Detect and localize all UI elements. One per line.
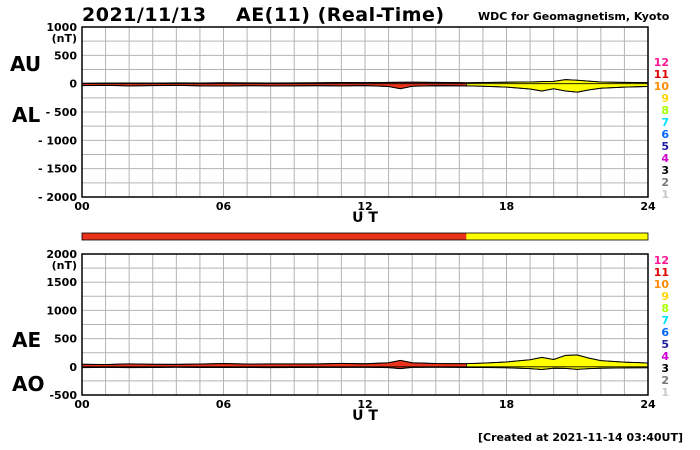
ae-ao-xtick-label: 18: [499, 398, 514, 411]
station-count-4: 4: [661, 152, 669, 165]
au-al-panel: 1000 500 0 - 500 - 1000 - 1500 - 2000 (nT) 00 06 1…: [38, 21, 656, 226]
ae-ao-xtick-label: 12: [357, 398, 372, 411]
station-count-3: 3: [661, 362, 669, 375]
station-count-4: 4: [661, 350, 669, 363]
au-al-yunit-label: (nT): [52, 32, 77, 45]
au-al-plot-frame: [81, 26, 649, 198]
station-count-6: 6: [661, 326, 669, 339]
au-al-xtick-label: 24: [640, 200, 656, 213]
ae-ao-ytick-label: -500: [49, 389, 77, 402]
station-count-12: 12: [654, 56, 669, 69]
data-status-bar: [81, 232, 649, 241]
ae-ao-yunit-label: (nT): [52, 259, 77, 272]
au-al-ytick-label: - 500: [46, 106, 78, 119]
au-al-ytick-label: 1000: [46, 21, 77, 34]
ao-label: AO: [12, 372, 45, 396]
au-al-series-al: [81, 84, 649, 93]
station-count-12: 12: [654, 254, 669, 267]
station-count-1: 1: [661, 386, 669, 399]
au-al-xtick-label: 00: [74, 200, 90, 213]
status-bar-frame: [81, 232, 649, 241]
au-al-ytick-label: 500: [54, 49, 77, 62]
ae-ao-ytick-label: 500: [54, 333, 77, 346]
au-al-ytick-label: - 1000: [38, 134, 77, 147]
status-bar-provisional: [466, 233, 648, 240]
ae-ao-xtick-label: 00: [74, 398, 90, 411]
ae-label: AE: [12, 328, 42, 352]
au-al-xtick-label: 12: [357, 200, 372, 213]
station-count-10: 10: [654, 278, 670, 291]
ae-ao-ytick-label: 0: [69, 361, 77, 374]
ae-ao-ytick-label: 1000: [46, 304, 77, 317]
ae-ao-ytick-label: 2000: [46, 248, 77, 261]
ae-ao-panel: 2000 1500 1000 500 0 -500 (nT) 00 06 12 18 24 U T: [46, 248, 656, 424]
station-count-7: 7: [661, 116, 669, 129]
station-count-2: 2: [661, 374, 669, 387]
au-al-envelope-provisional: [466, 79, 649, 93]
ae-ao-xtick-label: 24: [640, 398, 656, 411]
ae-ao-series-ao: [81, 366, 649, 370]
station-count-10: 10: [654, 80, 670, 93]
station-count-9: 9: [661, 290, 669, 303]
station-count-9: 9: [661, 92, 669, 105]
credit-label: WDC for Geomagnetism, Kyoto: [478, 10, 670, 23]
station-count-11: 11: [654, 266, 669, 279]
au-al-xtick-label: 18: [499, 200, 514, 213]
station-count-2: 2: [661, 176, 669, 189]
date-label: 2021/11/13: [82, 4, 207, 26]
station-count-8: 8: [661, 302, 669, 315]
au-al-xtick-label: 06: [216, 200, 232, 213]
au-label: AU: [10, 52, 42, 76]
station-count-3: 3: [661, 164, 669, 177]
station-count-5: 5: [661, 140, 669, 153]
au-al-ytick-label: 0: [69, 78, 77, 91]
ae-ao-xaxis-label: U T: [352, 408, 378, 424]
station-count-6: 6: [661, 128, 669, 141]
status-bar-realtime: [82, 233, 467, 240]
station-count-7: 7: [661, 314, 669, 327]
au-al-ytick-label: - 2000: [38, 191, 77, 204]
al-label: AL: [12, 103, 41, 127]
station-count-8: 8: [661, 104, 669, 117]
ae-ao-plot-frame: [81, 253, 649, 396]
created-timestamp: [Created at 2021-11-14 03:40UT]: [478, 431, 684, 444]
station-count-1: 1: [661, 188, 669, 201]
ae-ao-xtick-label: 06: [216, 398, 232, 411]
au-al-xaxis-label: U T: [352, 210, 378, 226]
station-count-5: 5: [661, 338, 669, 351]
chart-title: AE(11) (Real-Time): [236, 4, 445, 26]
station-count-11: 11: [654, 68, 669, 81]
ae-ao-series-ae: [81, 354, 649, 366]
au-al-series-au: [81, 79, 649, 84]
au-al-ytick-label: - 1500: [38, 163, 77, 176]
ae-ao-ytick-label: 1500: [46, 276, 77, 289]
